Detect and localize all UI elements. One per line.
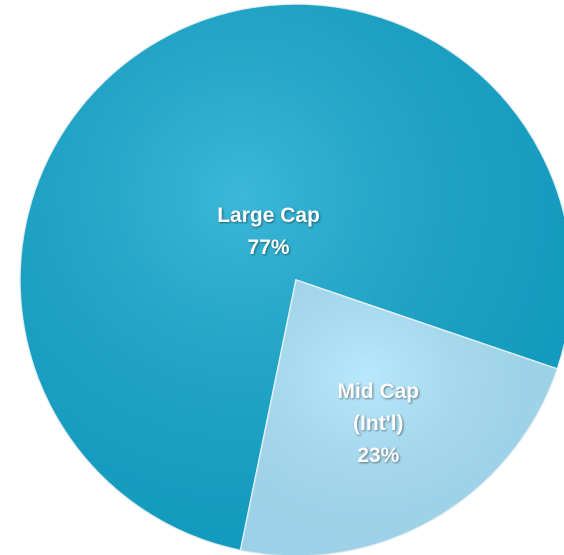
label-value: 23% xyxy=(357,443,400,467)
slice-shine xyxy=(20,4,564,551)
label-category: Large Cap xyxy=(217,204,320,228)
slice-label: Mid Cap (Int'l) 23% xyxy=(333,376,423,472)
label-category: Mid Cap (Int'l) xyxy=(337,379,420,435)
label-value: 77% xyxy=(247,236,290,260)
slice-label: Large Cap 77% xyxy=(199,200,339,264)
slice-shine xyxy=(240,280,558,555)
